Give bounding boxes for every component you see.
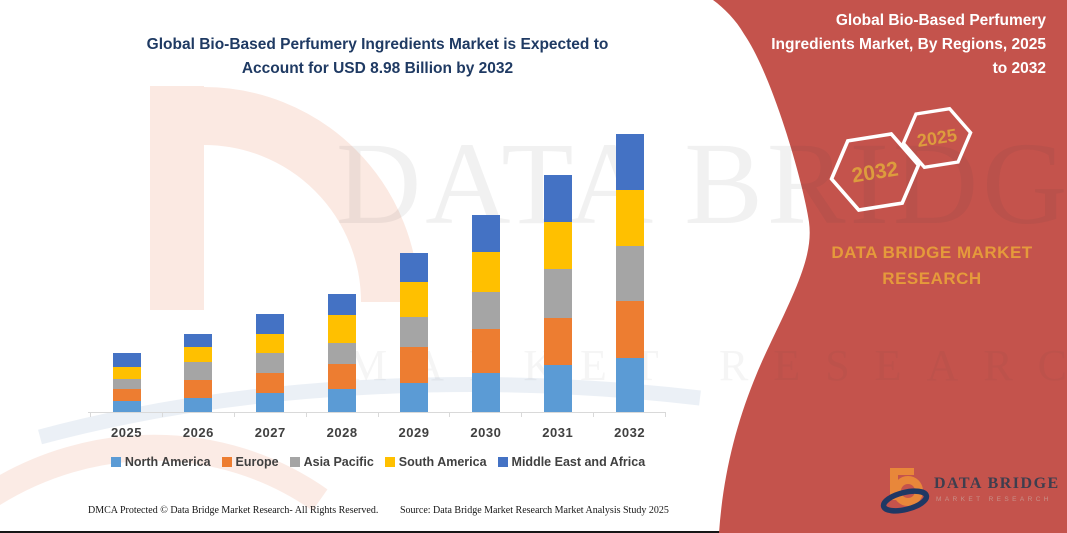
bar-segment (256, 392, 285, 412)
legend-swatch (497, 457, 508, 467)
legend-item: Middle East and Africa (497, 455, 646, 469)
x-axis-label: 2030 (470, 425, 502, 440)
bar-segment (256, 313, 285, 334)
bar-segment (184, 347, 213, 363)
watermark-b-stem (150, 86, 204, 310)
bar-2026 (184, 334, 213, 412)
watermark-line2: MARKET RESEARCH (348, 341, 1067, 390)
legend-swatch (110, 457, 121, 467)
axis-tick (161, 413, 163, 417)
bar-segment (471, 329, 500, 374)
x-axis-line (88, 412, 666, 413)
bar-segment (112, 352, 141, 368)
bar-segment (112, 400, 141, 412)
watermark-swoosh-peach (0, 434, 328, 511)
legend-swatch (384, 457, 395, 467)
bar-segment (471, 252, 500, 292)
bar-segment (328, 342, 357, 364)
bar-segment (400, 316, 428, 347)
legend-label: North America (124, 455, 211, 469)
bar-segment (184, 398, 213, 412)
legend-item: Asia Pacific (289, 455, 374, 469)
bar-segment (184, 334, 213, 348)
axis-tick (593, 413, 595, 417)
x-axis-label: 2028 (326, 425, 358, 440)
bar-segment (256, 333, 285, 353)
watermark-b-bowl (203, 87, 419, 303)
bar-segment (471, 373, 500, 412)
x-axis-label: 2025 (111, 425, 142, 440)
legend-item: South America (384, 455, 487, 469)
legend-label: Europe (235, 455, 279, 469)
bar-segment (400, 252, 428, 282)
bar-segment (328, 293, 357, 316)
bar-segment (400, 382, 428, 412)
x-axis-label: 2031 (542, 425, 574, 440)
bar-segment (615, 189, 644, 246)
legend-label: Middle East and Africa (511, 455, 646, 469)
bar-segment (615, 133, 644, 190)
bar-segment (615, 357, 644, 412)
bottom-rule (0, 531, 1067, 533)
legend-label: South America (398, 455, 487, 469)
bar-2028 (328, 293, 357, 412)
legend-label: Asia Pacific (303, 455, 374, 469)
axis-tick (449, 413, 451, 417)
bar-segment (112, 367, 141, 379)
bar-segment (615, 301, 644, 358)
legend-swatch (221, 457, 232, 467)
bar-2025 (112, 352, 141, 412)
dmca-text: DMCA Protected © Data Bridge Market Rese… (88, 505, 379, 516)
x-axis-label: 2029 (398, 425, 430, 440)
bar-segment (328, 388, 357, 412)
x-axis-label: 2027 (254, 425, 286, 440)
bar-2032 (615, 133, 644, 412)
bar-segment (184, 379, 213, 398)
bar-segment (256, 372, 285, 393)
x-axis-label: 2026 (182, 425, 214, 440)
axis-tick (377, 413, 379, 417)
bar-segment (543, 174, 572, 223)
bar-segment (256, 352, 285, 373)
bar-2031 (543, 174, 572, 412)
source-text: Source: Data Bridge Market Research Mark… (400, 505, 669, 516)
bar-segment (543, 317, 572, 366)
x-axis-label: 2032 (614, 425, 646, 440)
axis-tick (90, 413, 91, 417)
bar-segment (471, 291, 500, 330)
legend-item: North America (110, 455, 211, 469)
bar-2029 (400, 252, 428, 412)
bar-segment (112, 378, 141, 390)
chart-title-line1: Global Bio-Based Perfumery Ingredients M… (146, 36, 609, 53)
axis-tick (305, 413, 307, 417)
bar-2030 (471, 215, 500, 412)
bar-segment (400, 281, 428, 317)
red-panel-shape (713, 0, 1067, 533)
legend-item: Europe (221, 455, 279, 469)
bar-segment (328, 315, 357, 343)
watermark-swoosh-blue (38, 377, 701, 445)
bar-segment (615, 245, 644, 302)
chart-title-line2: Account for USD 8.98 Billion by 2032 (241, 60, 514, 78)
legend-swatch (289, 457, 300, 467)
bar-segment (543, 269, 572, 318)
axis-tick (521, 413, 523, 417)
bar-segment (328, 363, 357, 389)
bar-2027 (256, 313, 285, 412)
bar-segment (184, 362, 213, 380)
bar-segment (471, 215, 500, 253)
axis-tick (665, 413, 666, 417)
chart-title: Global Bio-Based Perfumery Ingredients M… (100, 33, 655, 81)
axis-tick (233, 413, 235, 417)
legend: North America Europe Asia Pacific South Ame… (88, 455, 668, 469)
bar-segment (543, 222, 572, 270)
bar-segment (400, 346, 428, 383)
bar-segment (543, 365, 572, 412)
bar-segment (112, 389, 141, 401)
